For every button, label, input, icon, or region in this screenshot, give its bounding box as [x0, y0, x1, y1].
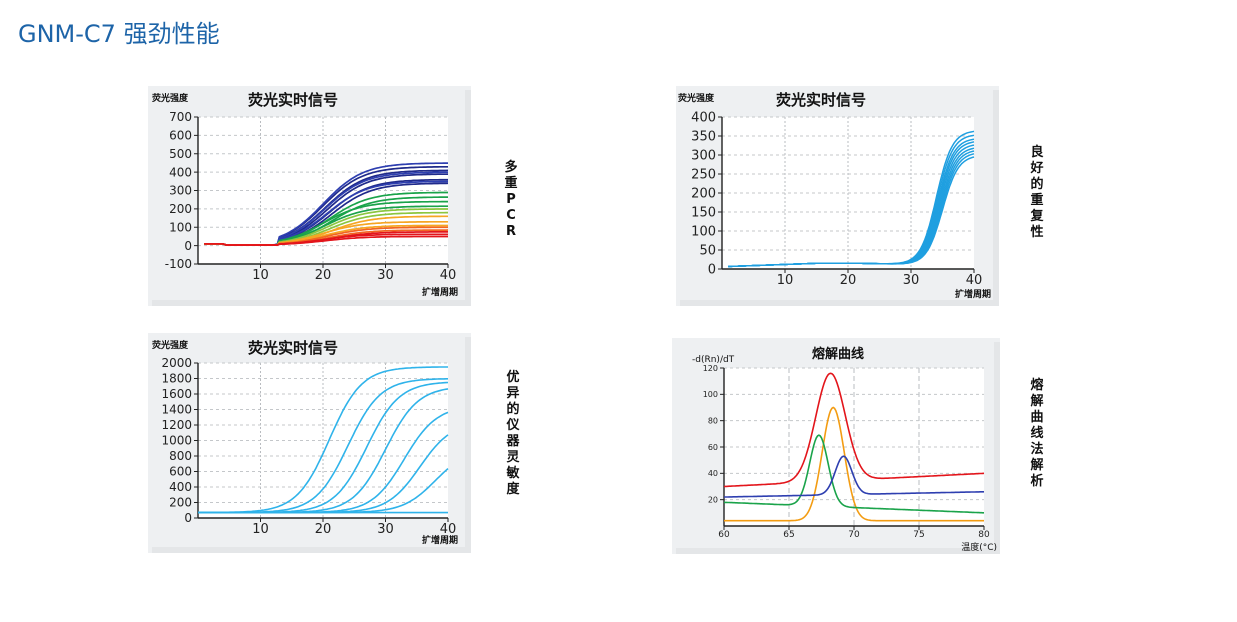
y-tick-label: 80 — [708, 416, 718, 425]
y-tick-label: 200 — [169, 496, 192, 510]
chart-shadow-right — [994, 342, 1000, 554]
x-tick-label: 65 — [783, 530, 794, 540]
y-tick-label: 2000 — [161, 356, 192, 370]
y-tick-label: 250 — [691, 168, 716, 183]
y-tick-label: 50 — [699, 244, 716, 259]
chart-shadow-bottom — [680, 300, 999, 306]
x-axis-label: 扩增周期 — [422, 534, 458, 546]
y-tick-label: 0 — [184, 511, 192, 525]
chart-multiplex: 700 600 500 400 300 200 100 0 -100 10 20 30 40 荧光实时信号… — [148, 86, 471, 306]
label-sensitivity: 优异的仪器灵敏度 — [506, 370, 520, 497]
chart-title: 熔解曲线 — [812, 346, 864, 362]
x-tick-label: 40 — [440, 522, 457, 537]
chart-panel-repeatability: 400 350 300 250 200 150 100 50 0 10 20 30 40 荧光实时信号 荧光… — [676, 86, 1001, 308]
y-tick-label: 0 — [184, 239, 192, 253]
y-tick-label: -100 — [165, 257, 192, 271]
y-tick-label: 150 — [691, 206, 716, 221]
y-tick-label: 1800 — [161, 372, 192, 386]
label-repeatability: 良好的重复性 — [1030, 145, 1044, 240]
y-tick-label: 100 — [691, 225, 716, 240]
label-multiplex-pcr: 多重PCR — [504, 160, 518, 239]
x-axis-label: 扩增周期 — [422, 286, 458, 298]
x-tick-label: 30 — [377, 522, 394, 537]
y-tick-label: 400 — [691, 111, 716, 126]
chart-shadow-right — [993, 90, 999, 306]
y-tick-label: 60 — [708, 443, 718, 452]
y-tick-label: 1200 — [161, 418, 192, 432]
chart-melt: 120 100 80 60 40 20 60 65 70 75 80 熔解曲线 -d(Rn)/dT 温度(… — [672, 338, 1000, 554]
y-tick-label: 100 — [169, 220, 192, 234]
y-tick-label: 300 — [169, 184, 192, 198]
y-tick-label: 1400 — [161, 403, 192, 417]
y-tick-label: 500 — [169, 147, 192, 161]
y-tick-label: 100 — [703, 390, 718, 399]
chart-shadow-bottom — [152, 300, 471, 306]
y-tick-label: 200 — [169, 202, 192, 216]
x-tick-label: 60 — [718, 530, 730, 540]
y-tick-label: 1000 — [161, 434, 192, 448]
y-tick-label: 1600 — [161, 387, 192, 401]
chart-shadow-right — [465, 337, 471, 553]
y-tick-label: 200 — [691, 187, 716, 202]
x-tick-label: 20 — [840, 273, 857, 288]
chart-shadow-bottom — [676, 548, 1000, 554]
y-tick-label: 600 — [169, 465, 192, 479]
page-title: GNM-C7 强劲性能 — [18, 20, 220, 48]
y-tick-label: 600 — [169, 129, 192, 143]
y-tick-label: 40 — [708, 469, 718, 478]
y-tick-label: 120 — [703, 364, 718, 373]
x-tick-label: 10 — [252, 522, 269, 537]
y-tick-label: 0 — [708, 263, 716, 278]
x-tick-label: 75 — [913, 530, 924, 540]
chart-repeatability: 400 350 300 250 200 150 100 50 0 10 20 30 40 荧光实时信号 荧光… — [676, 86, 999, 306]
x-tick-label: 80 — [978, 530, 990, 540]
y-tick-label: 400 — [169, 165, 192, 179]
chart-panel-multiplex: 700 600 500 400 300 200 100 0 -100 10 20 30 40 荧光实时信号… — [148, 86, 473, 308]
chart-shadow-bottom — [152, 547, 471, 553]
melt-curve — [723, 434, 984, 514]
y-tick-label: 400 — [169, 480, 192, 494]
melt-curve — [724, 455, 984, 498]
x-tick-label: 20 — [315, 522, 332, 537]
chart-title: 荧光实时信号 — [248, 91, 338, 109]
x-tick-label: 10 — [252, 268, 269, 283]
y-tick-label: 800 — [169, 449, 192, 463]
chart-panel-sensitivity: 2000 1800 1600 1400 1200 1000 800 600 400 200 0 10 2… — [148, 333, 473, 555]
x-tick-label: 30 — [903, 273, 920, 288]
y-axis-label: -d(Rn)/dT — [692, 355, 735, 365]
y-axis-label: 荧光强度 — [152, 92, 189, 104]
x-axis-label: 扩增周期 — [955, 288, 991, 300]
x-tick-label: 70 — [848, 530, 860, 540]
y-axis-label: 荧光强度 — [152, 339, 189, 351]
y-tick-label: 700 — [169, 110, 192, 124]
melt-curve — [724, 406, 984, 522]
label-melt-analysis: 熔解曲线法解析 — [1030, 378, 1044, 489]
chart-title: 荧光实时信号 — [776, 91, 866, 109]
chart-title: 荧光实时信号 — [248, 339, 338, 357]
data-curve — [204, 235, 448, 246]
y-tick-label: 350 — [691, 130, 716, 145]
x-axis-label: 温度(°C) — [961, 541, 997, 553]
y-tick-label: 300 — [691, 149, 716, 164]
x-tick-label: 40 — [440, 268, 457, 283]
melt-curve — [723, 372, 985, 488]
chart-panel-melt: 120 100 80 60 40 20 60 65 70 75 80 熔解曲线 -d(Rn)/dT 温度(… — [672, 338, 1002, 556]
chart-shadow-right — [465, 90, 471, 306]
y-axis-label: 荧光强度 — [678, 92, 715, 104]
x-tick-label: 30 — [377, 268, 394, 283]
replicate-curve — [728, 156, 975, 268]
x-tick-label: 20 — [315, 268, 332, 283]
x-tick-label: 10 — [777, 273, 794, 288]
y-tick-label: 20 — [708, 495, 718, 504]
x-tick-label: 40 — [966, 273, 983, 288]
